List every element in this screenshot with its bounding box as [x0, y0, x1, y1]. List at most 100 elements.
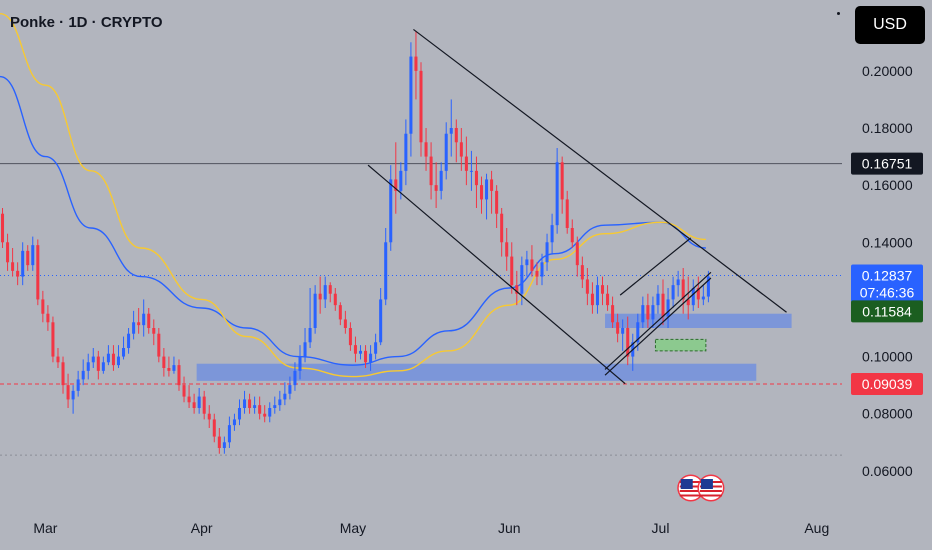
candle-body: [515, 285, 519, 294]
moving-average-1: [0, 13, 706, 378]
candle-body: [364, 350, 368, 363]
x-tick-label: Jul: [652, 520, 670, 536]
candle: [66, 373, 70, 408]
candle-body: [293, 370, 297, 386]
candle-body: [71, 390, 75, 400]
candle: [227, 416, 231, 448]
candle-body: [318, 293, 322, 300]
candle: [469, 150, 473, 191]
candle-body: [646, 305, 650, 320]
candle: [76, 370, 80, 397]
candle: [353, 336, 357, 363]
candle: [606, 285, 610, 311]
candle: [409, 42, 413, 157]
candle-body: [197, 396, 201, 408]
candle: [565, 190, 569, 234]
candle: [490, 170, 494, 214]
candle-body: [348, 328, 352, 346]
candle: [570, 219, 574, 248]
candle-body: [122, 348, 126, 357]
us-flag-icon: [677, 474, 705, 502]
trendline-3: [604, 271, 712, 370]
candle: [686, 276, 690, 320]
candle: [101, 356, 105, 374]
candle-body: [278, 399, 282, 406]
candle-body: [585, 279, 589, 294]
candle: [454, 119, 458, 163]
candle-body: [192, 402, 196, 408]
candle-body: [439, 170, 443, 191]
candle: [676, 270, 680, 297]
candle: [555, 148, 559, 234]
candle-body: [661, 293, 665, 317]
us-flag-icon: [697, 474, 725, 502]
candle-body: [374, 342, 378, 354]
candle: [500, 208, 504, 257]
candle-body: [444, 133, 448, 171]
candle-body: [540, 262, 544, 277]
countdown-label: 07:46:36: [860, 285, 915, 301]
candle-body: [424, 142, 428, 157]
candle: [651, 296, 655, 328]
candle: [142, 299, 146, 337]
candle-body: [303, 342, 307, 357]
candle: [495, 185, 499, 228]
candle: [232, 413, 236, 431]
candle-body: [641, 305, 645, 323]
candle-body: [227, 425, 231, 443]
flag-stripe: [699, 490, 722, 492]
candle-body: [313, 293, 317, 328]
candle-body: [495, 190, 499, 214]
candle: [646, 293, 650, 328]
trendline-1: [367, 164, 626, 385]
candle: [192, 393, 196, 414]
candle-body: [212, 419, 216, 437]
candle: [46, 305, 50, 331]
price-label-value: 0.12837: [862, 268, 913, 284]
candle: [520, 256, 524, 306]
candle-body: [96, 356, 100, 371]
candle: [575, 236, 579, 277]
candle-body: [580, 265, 584, 280]
candle-body: [263, 413, 267, 417]
candle: [459, 128, 463, 171]
candle-body: [11, 262, 15, 271]
price-label-value: 0.11584: [862, 303, 912, 319]
candle: [626, 316, 630, 366]
candle-body: [172, 365, 176, 371]
candle: [96, 350, 100, 380]
candle-body: [656, 293, 660, 306]
candle-body: [142, 313, 146, 326]
price-label-box: [851, 373, 923, 396]
candle-body: [550, 225, 554, 243]
symbol-title[interactable]: Ponke · 1D · CRYPTO: [10, 14, 163, 31]
candle-body: [479, 185, 484, 200]
candle: [585, 268, 589, 306]
green-zone: [654, 338, 707, 352]
candle: [253, 396, 257, 414]
candle: [706, 270, 710, 303]
flag-stripe: [699, 494, 722, 497]
candle: [621, 319, 625, 351]
candle: [187, 385, 191, 408]
candle-body: [474, 170, 478, 186]
price-label-box: [851, 152, 923, 175]
candle: [202, 390, 206, 420]
candle: [243, 390, 247, 414]
flag-stripe: [679, 494, 702, 497]
candle-body: [16, 270, 20, 277]
candle: [36, 239, 40, 306]
candle: [550, 213, 554, 254]
candle-body: [399, 170, 403, 191]
candle-body: [595, 285, 599, 306]
status-dot: [837, 12, 840, 15]
candle: [61, 356, 65, 394]
candle-body: [56, 356, 60, 363]
currency-button[interactable]: USD: [855, 6, 925, 44]
candle: [6, 233, 10, 271]
candle-body: [202, 396, 206, 414]
candle-body: [434, 185, 438, 191]
candle: [197, 388, 201, 414]
